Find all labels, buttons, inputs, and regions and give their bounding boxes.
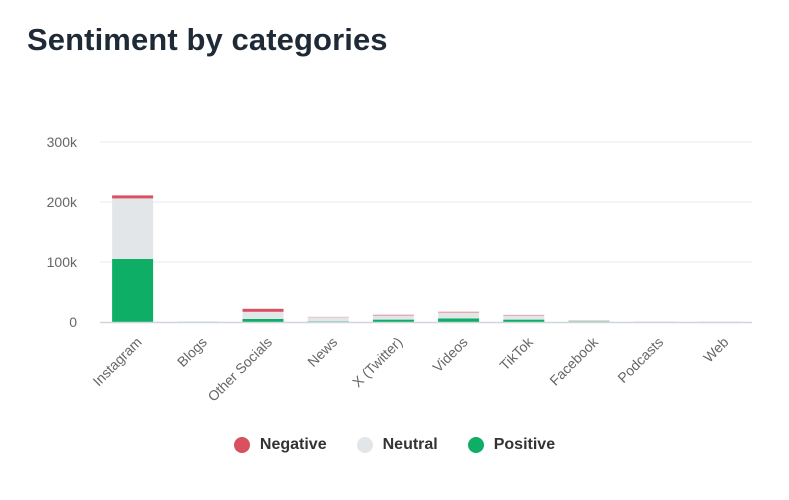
x-tick-label: TikTok <box>496 333 536 373</box>
legend-item-positive[interactable]: Positive <box>467 436 556 454</box>
x-tick-label: Podcasts <box>614 334 666 386</box>
y-tick-label: 200k <box>47 194 78 210</box>
bar-neutral <box>372 315 414 320</box>
bar-positive <box>568 321 610 322</box>
chart-title: Sentiment by categories <box>27 22 388 57</box>
legend-item-negative[interactable]: Negative <box>233 436 327 454</box>
bar-neutral <box>438 312 480 319</box>
x-tick-label: Blogs <box>174 334 210 370</box>
bar-positive <box>372 319 414 322</box>
x-tick-label: News <box>304 334 340 370</box>
x-tick-label: Web <box>700 334 732 366</box>
bar-positive <box>503 319 545 322</box>
legend-label: Positive <box>493 436 556 453</box>
legend-swatch <box>467 437 484 453</box>
bar-neutral <box>503 315 545 320</box>
bar-neutral <box>307 317 349 322</box>
x-tick-label: X (Twitter) <box>349 334 405 390</box>
gridlines <box>100 141 752 263</box>
bar-negative <box>372 314 414 316</box>
legend-swatch <box>233 437 250 453</box>
x-tick-label: Other Socials <box>204 334 275 405</box>
bar-neutral <box>112 198 154 259</box>
legend-swatch <box>356 437 373 453</box>
y-tick-label: 300k <box>47 134 78 150</box>
y-tick-label: 0 <box>69 314 77 330</box>
bars <box>112 195 740 323</box>
y-tick-labels: 0 100k 200k 300k <box>47 134 78 330</box>
y-tick-label: 100k <box>47 254 78 270</box>
bar-negative <box>438 311 480 313</box>
bar-negative <box>242 308 284 312</box>
bar-neutral <box>568 320 610 322</box>
bar-positive <box>242 319 284 322</box>
legend-label: Negative <box>259 436 327 453</box>
bar-negative <box>112 195 154 199</box>
legend-label: Neutral <box>382 436 438 453</box>
bar-positive <box>307 321 349 322</box>
x-tick-label: Instagram <box>89 334 144 389</box>
bar-neutral <box>242 311 284 319</box>
bar-positive <box>438 318 480 322</box>
legend: Negative Neutral Positive <box>0 436 789 454</box>
x-tick-label: Videos <box>429 334 470 375</box>
legend-item-neutral[interactable]: Neutral <box>356 436 438 454</box>
bar-positive <box>112 259 154 322</box>
x-tick-label: Facebook <box>546 333 601 388</box>
